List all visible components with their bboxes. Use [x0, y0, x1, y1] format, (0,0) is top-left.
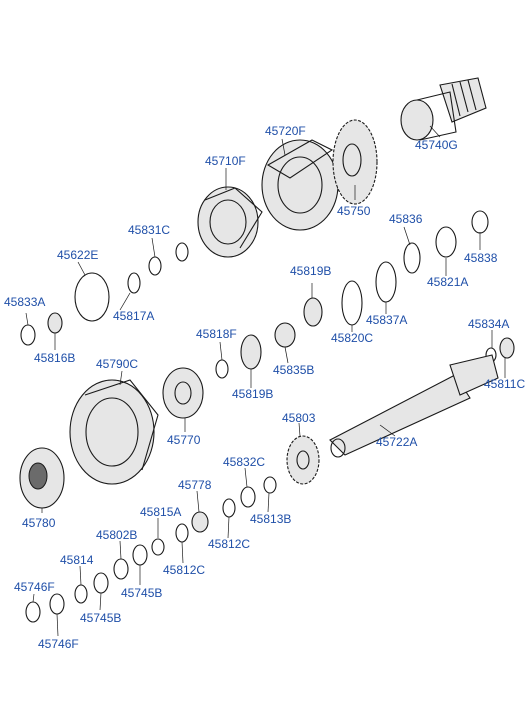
part-labels: 45740G 45720F 45710F 45750 45836 45838 4… — [4, 124, 525, 651]
part-45803-gear — [286, 435, 320, 485]
label-45821a[interactable]: 45821A — [427, 275, 468, 289]
label-45819b-lower[interactable]: 45819B — [232, 387, 273, 401]
part-45790c-carrier — [69, 379, 159, 485]
label-45814[interactable]: 45814 — [60, 553, 94, 567]
label-45812c-left[interactable]: 45812C — [163, 563, 205, 577]
label-45710f[interactable]: 45710F — [205, 154, 246, 168]
label-45813b[interactable]: 45813B — [250, 512, 291, 526]
label-45817a[interactable]: 45817A — [113, 309, 154, 323]
label-45819b-upper[interactable]: 45819B — [290, 264, 331, 278]
label-45720f[interactable]: 45720F — [265, 124, 306, 138]
label-45818f[interactable]: 45818F — [196, 327, 237, 341]
label-45831c[interactable]: 45831C — [128, 223, 170, 237]
label-45745b-right[interactable]: 45745B — [121, 586, 162, 600]
label-45816b[interactable]: 45816B — [34, 351, 75, 365]
label-45835b[interactable]: 45835B — [273, 363, 314, 377]
label-45836[interactable]: 45836 — [389, 212, 423, 226]
label-45622e[interactable]: 45622E — [57, 248, 98, 262]
part-45770-gear — [162, 367, 204, 419]
part-45720f-drum — [261, 139, 339, 231]
label-45838[interactable]: 45838 — [464, 251, 498, 265]
label-45746f-top[interactable]: 45746F — [14, 580, 55, 594]
label-45746f-bottom[interactable]: 45746F — [38, 637, 79, 651]
part-45750-gear — [332, 119, 378, 205]
part-45740g-shaft — [400, 77, 487, 141]
label-45815a[interactable]: 45815A — [140, 505, 181, 519]
label-45812c-right[interactable]: 45812C — [208, 537, 250, 551]
label-45745b-left[interactable]: 45745B — [80, 611, 121, 625]
label-45832c[interactable]: 45832C — [223, 455, 265, 469]
label-45778[interactable]: 45778 — [178, 478, 212, 492]
part-45722a-shaft — [329, 354, 499, 458]
label-45802b[interactable]: 45802B — [96, 528, 137, 542]
label-45833a[interactable]: 45833A — [4, 295, 45, 309]
part-45834a-rings — [485, 337, 515, 363]
label-45837a[interactable]: 45837A — [366, 313, 407, 327]
label-45820c[interactable]: 45820C — [331, 331, 373, 345]
label-45780[interactable]: 45780 — [22, 516, 56, 530]
leader-lines — [25, 125, 506, 637]
label-45811c[interactable]: 45811C — [484, 377, 525, 391]
label-45803[interactable]: 45803 — [282, 411, 316, 425]
label-45790c[interactable]: 45790C — [96, 357, 138, 371]
label-45770[interactable]: 45770 — [167, 433, 201, 447]
label-45722a[interactable]: 45722A — [376, 435, 417, 449]
label-45740g[interactable]: 45740G — [415, 138, 458, 152]
part-45780-sungear — [19, 447, 65, 509]
part-45710f-clutch — [197, 186, 263, 258]
label-45750[interactable]: 45750 — [337, 204, 371, 218]
label-45834a[interactable]: 45834A — [468, 317, 509, 331]
